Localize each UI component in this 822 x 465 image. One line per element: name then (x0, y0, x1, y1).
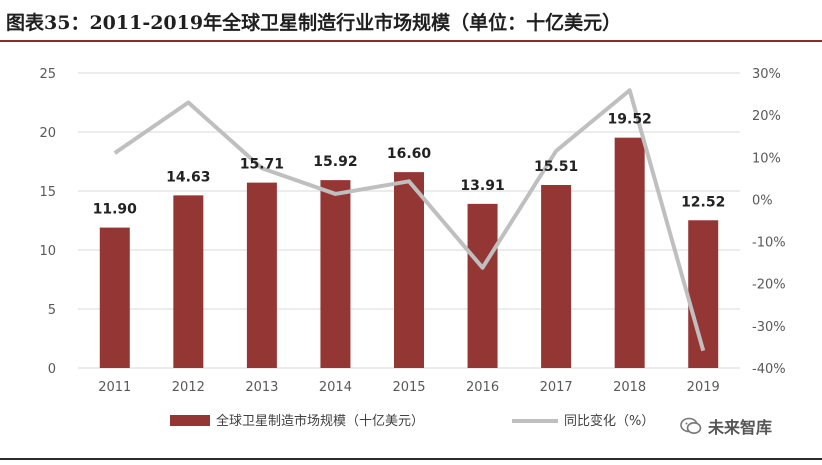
y-right-tick-label: -40% (752, 362, 786, 377)
legend-bar-swatch (170, 415, 210, 426)
legend-line-label: 同比变化（%） (564, 413, 654, 429)
y-left-tick-label: 0 (48, 362, 56, 377)
y-right-tick-label: -20% (752, 278, 786, 293)
yoy-line (113, 88, 706, 352)
x-tick-label: 2011 (98, 380, 131, 395)
y-left-tick-label: 10 (39, 244, 56, 259)
y-right-tick-label: 10% (752, 151, 781, 166)
wechat-icon (680, 417, 702, 434)
y-right-tick-label: -30% (752, 320, 786, 335)
bar (394, 172, 424, 368)
legend: 全球卫星制造市场规模（十亿美元） 同比变化（%） (170, 413, 654, 429)
x-tick-label: 2014 (319, 380, 352, 395)
x-axis: 2011 2012 2013 2014 2015 2016 2017 2018 2019 (98, 380, 720, 395)
y-right-tick-label: 20% (752, 109, 781, 124)
bar-value-label: 15.92 (313, 154, 357, 170)
bar-series (99, 137, 719, 368)
y-left-tick-label: 5 (48, 303, 56, 318)
x-tick-label: 2017 (540, 380, 573, 395)
x-tick-label: 2016 (466, 380, 499, 395)
y-left-tick-label: 15 (39, 185, 56, 200)
y-left-tick-label: 25 (39, 67, 56, 82)
bar-value-label: 16.60 (387, 146, 432, 162)
right-axis: -40% -30% -20% -10% 0% 10% 20% 30% (752, 67, 786, 377)
x-tick-label: 2018 (613, 380, 646, 395)
y-right-tick-label: 30% (752, 67, 781, 82)
watermark-text: 未来智库 (708, 418, 773, 437)
bar (173, 195, 204, 368)
data-labels: 11.90 14.63 15.71 15.92 16.60 13.91 15.51 19.52… (93, 112, 726, 218)
bar-value-label: 15.71 (240, 157, 284, 173)
bar-value-label: 12.52 (681, 194, 725, 210)
bar (614, 137, 645, 368)
left-axis: 0 5 10 15 20 25 (39, 67, 56, 377)
bar-value-label: 13.91 (460, 178, 504, 194)
title-rule (0, 40, 822, 42)
watermark: 未来智库 (680, 414, 772, 438)
y-right-tick-label: 0% (752, 193, 773, 208)
bar (467, 203, 498, 368)
bottom-rule (0, 458, 822, 460)
x-tick-label: 2019 (687, 380, 720, 395)
line-series (113, 88, 706, 352)
bar-value-label: 19.52 (608, 112, 652, 128)
bar-value-label: 11.90 (93, 202, 138, 218)
bar (99, 227, 130, 368)
bar-value-label: 14.63 (166, 169, 210, 185)
y-right-tick-label: -10% (752, 236, 786, 251)
legend-bar-label: 全球卫星制造市场规模（十亿美元） (216, 413, 424, 429)
x-tick-label: 2013 (245, 380, 278, 395)
bar-value-label: 15.51 (534, 159, 578, 175)
bar (320, 180, 351, 368)
bar (246, 182, 277, 368)
figure-title: 图表35：2011-2019年全球卫星制造行业市场规模（单位：十亿美元） (6, 12, 622, 34)
bar (541, 184, 572, 368)
y-left-tick-label: 20 (39, 126, 56, 141)
x-tick-label: 2015 (392, 380, 425, 395)
x-tick-label: 2012 (172, 380, 205, 395)
